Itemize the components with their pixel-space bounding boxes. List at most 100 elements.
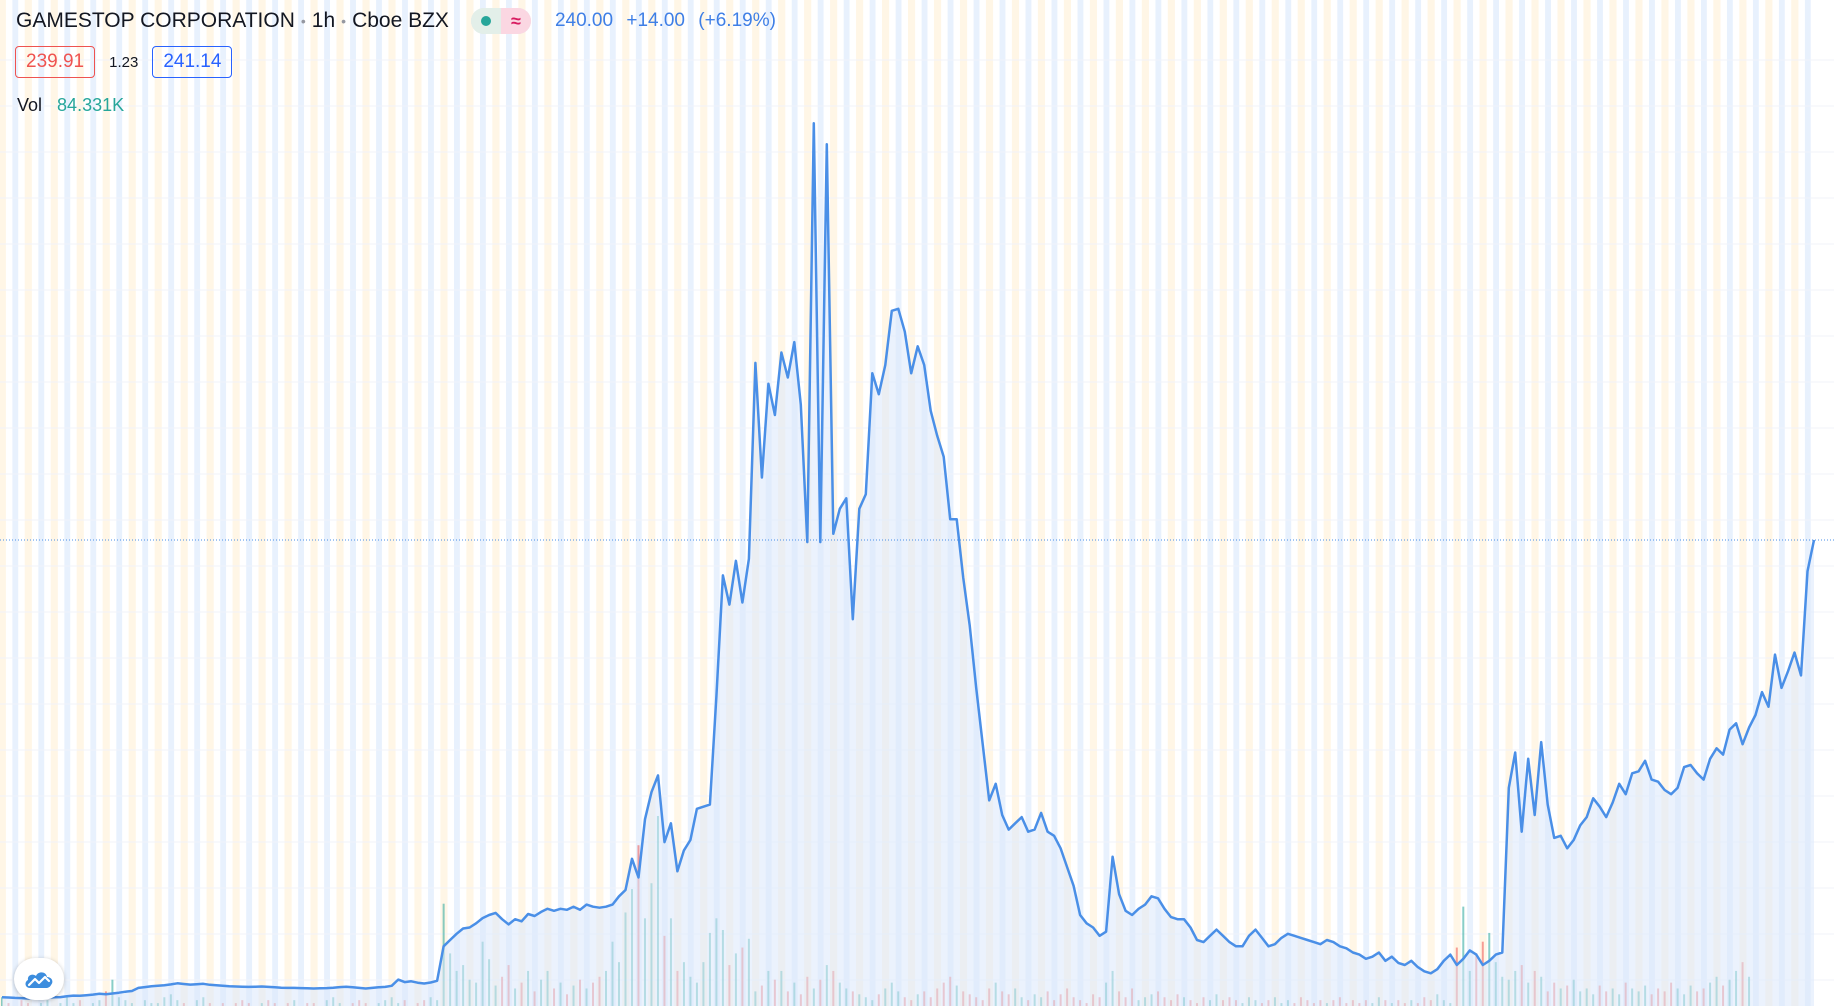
premarket-session-band <box>1687 0 1695 1006</box>
postmarket-session-band <box>1726 0 1733 1006</box>
premarket-session-band <box>336 0 344 1006</box>
postmarket-session-band <box>1129 0 1136 1006</box>
premarket-session-band <box>0 0 6 1006</box>
legend-separator: • <box>300 13 306 29</box>
premarket-session-band <box>1739 0 1747 1006</box>
premarket-session-band <box>1271 0 1279 1006</box>
premarket-session-band <box>206 0 214 1006</box>
postmarket-session-band <box>1623 0 1629 1006</box>
symbol-name[interactable]: GAMESTOP CORPORATION <box>16 9 295 32</box>
postmarket-session-band <box>1051 0 1058 1006</box>
premarket-session-band <box>596 0 604 1006</box>
sell-button[interactable]: 239.91 <box>15 46 96 78</box>
premarket-session-band <box>24 0 32 1006</box>
premarket-session-band <box>102 0 110 1006</box>
premarket-session-band <box>1141 0 1149 1006</box>
postmarket-session-band <box>1181 0 1188 1006</box>
premarket-session-band <box>1167 0 1175 1006</box>
premarket-session-band <box>674 0 682 1006</box>
market-open-dot-icon <box>470 8 501 34</box>
postmarket-session-band <box>1441 0 1448 1006</box>
premarket-session-band <box>544 0 552 1006</box>
postmarket-session-band <box>1311 0 1318 1006</box>
postmarket-session-band <box>531 0 538 1006</box>
premarket-session-band <box>128 0 136 1006</box>
premarket-session-band <box>1609 0 1617 1006</box>
postmarket-session-band <box>272 0 279 1006</box>
cloud-logo-svg <box>25 972 53 988</box>
premarket-session-band <box>50 0 58 1006</box>
postmarket-session-band <box>402 0 408 1006</box>
postmarket-session-band <box>90 0 97 1006</box>
premarket-session-band <box>1297 0 1305 1006</box>
premarket-session-band <box>622 0 630 1006</box>
postmarket-session-band <box>116 0 123 1006</box>
postmarket-session-band <box>1804 0 1811 1006</box>
premarket-session-band <box>856 0 864 1006</box>
premarket-session-band <box>154 0 162 1006</box>
postmarket-session-band <box>661 0 668 1006</box>
premarket-session-band <box>1557 0 1565 1006</box>
postmarket-session-band <box>1597 0 1603 1006</box>
premarket-session-band <box>518 0 526 1006</box>
premarket-session-band <box>1375 0 1383 1006</box>
postmarket-session-band <box>687 0 694 1006</box>
postmarket-session-band <box>298 0 304 1006</box>
symbol-legend: GAMESTOP CORPORATION • 1h • Cboe BZX ≈ 2… <box>16 8 784 34</box>
premarket-session-band <box>1713 0 1721 1006</box>
price-area-fill <box>2 123 1814 1006</box>
postmarket-session-band <box>1077 0 1084 1006</box>
postmarket-session-band <box>1337 0 1344 1006</box>
delayed-data-icon: ≈ <box>500 8 531 34</box>
premarket-session-band <box>985 0 994 1006</box>
premarket-session-band <box>1193 0 1201 1006</box>
premarket-session-band <box>1505 0 1513 1006</box>
premarket-session-band <box>232 0 240 1006</box>
postmarket-session-band <box>220 0 227 1006</box>
premarket-session-band <box>648 0 656 1006</box>
postmarket-session-band <box>454 0 460 1006</box>
postmarket-session-band <box>1389 0 1396 1006</box>
postmarket-session-band <box>1778 0 1785 1006</box>
volume-label[interactable]: Vol <box>17 95 43 115</box>
postmarket-session-band <box>142 0 149 1006</box>
postmarket-session-band <box>583 0 590 1006</box>
postmarket-session-band <box>1493 0 1500 1006</box>
premarket-session-band <box>1219 0 1227 1006</box>
exchange-label[interactable]: Cboe BZX <box>352 9 449 32</box>
postmarket-session-band <box>376 0 382 1006</box>
premarket-session-band <box>570 0 578 1006</box>
premarket-session-band <box>726 0 734 1006</box>
premarket-session-band <box>1349 0 1357 1006</box>
price-change: +14.00 <box>626 10 686 31</box>
market-status-pill[interactable]: ≈ <box>470 8 531 34</box>
volume-value: 84.331K <box>57 95 125 115</box>
price-line <box>1 122 1816 1000</box>
postmarket-session-band <box>194 0 201 1006</box>
premarket-session-band <box>310 0 318 1006</box>
interval-label[interactable]: 1h <box>311 9 336 32</box>
premarket-session-band <box>76 0 84 1006</box>
buy-button[interactable]: 241.14 <box>152 46 233 78</box>
premarket-session-band <box>1063 0 1072 1006</box>
postmarket-session-band <box>246 0 253 1006</box>
postmarket-session-band <box>1519 0 1525 1006</box>
postmarket-session-band <box>1259 0 1266 1006</box>
premarket-session-band <box>414 0 422 1006</box>
premarket-session-band <box>258 0 266 1006</box>
postmarket-session-band <box>973 0 980 1006</box>
postmarket-session-band <box>1571 0 1577 1006</box>
postmarket-session-band <box>1467 0 1474 1006</box>
postmarket-session-band <box>557 0 564 1006</box>
postmarket-session-band <box>999 0 1006 1006</box>
last-price: 240.00 <box>554 10 614 31</box>
premarket-session-band <box>1011 0 1020 1006</box>
postmarket-session-band <box>609 0 616 1006</box>
legend-separator: • <box>341 13 347 29</box>
premarket-session-band <box>466 0 474 1006</box>
postmarket-session-band <box>12 0 19 1006</box>
tradingview-cloud-icon[interactable] <box>14 958 64 1000</box>
premarket-session-band <box>388 0 396 1006</box>
